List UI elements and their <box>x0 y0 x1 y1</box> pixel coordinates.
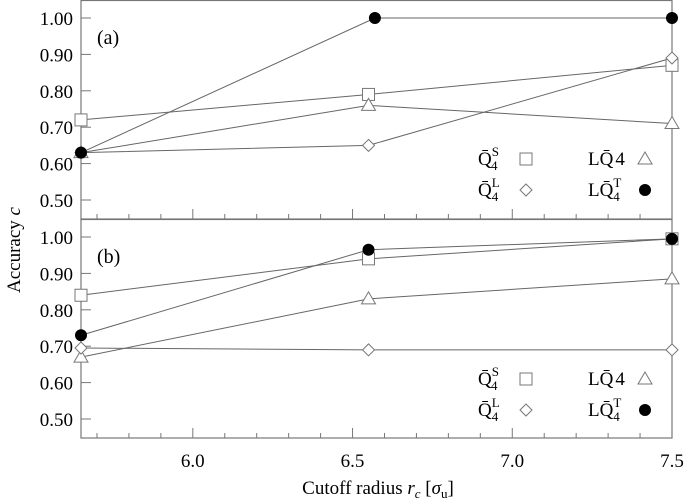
legend-marker-triangle-open <box>637 371 653 385</box>
data-point-square-open <box>74 288 88 302</box>
data-point-circle-filled <box>666 12 678 24</box>
data-point-triangle-open <box>664 270 680 285</box>
x-tick-label: 6.0 <box>181 451 205 472</box>
series-line <box>80 238 673 336</box>
series-line <box>80 347 672 351</box>
data-point-circle-filled <box>362 243 375 256</box>
plot-frame <box>80 218 673 439</box>
legend-marker-circle-filled <box>639 184 651 196</box>
x-tick-label: 7.0 <box>500 451 524 472</box>
data-point-circle-filled <box>75 329 87 342</box>
data-point-triangle-open <box>360 97 377 111</box>
y-tick-label: 0.60 <box>40 155 73 176</box>
legend: Q̄S 4 LQ̄ 4 Q̄L 4 LQ̄T 4 <box>478 144 653 204</box>
y-tick-label: 1.00 <box>40 228 73 249</box>
legend-label: LQ̄ 4 <box>588 369 625 390</box>
data-point-diamond-open <box>361 138 376 153</box>
x-tick-label: 7.5 <box>660 451 684 472</box>
data-point-circle-filled <box>666 232 678 245</box>
data-point-triangle-open <box>360 290 377 305</box>
legend-marker-triangle-open <box>637 151 653 165</box>
series-line <box>80 278 673 358</box>
y-tick-label: 0.80 <box>40 82 73 103</box>
y-axis-title: Accuracy c <box>4 206 25 293</box>
legend-label: LQ̄T 4 <box>588 395 621 424</box>
y-tick-label: 0.90 <box>40 264 73 285</box>
legend-marker-diamond-open <box>519 403 533 417</box>
y-tick-label: 1.00 <box>40 9 73 30</box>
legend-marker-circle-filled <box>639 404 651 416</box>
data-point-circle-filled <box>368 12 381 24</box>
legend-marker-square-open <box>519 372 533 386</box>
panel-a: 0.50 0.60 0.70 0.80 0.90 1.00 Q̄S 4 LQ̄ 4 Q̄L 4 LQ̄T… <box>40 0 680 220</box>
y-tick-label: 0.60 <box>40 374 73 395</box>
data-point-diamond-open <box>361 343 376 357</box>
legend-label: LQ̄T 4 <box>588 175 621 204</box>
data-point-diamond-open <box>665 51 679 65</box>
panel-a-label: (a) <box>97 27 119 49</box>
x-axis: 6.0 6.5 7.0 7.5 <box>181 451 684 472</box>
data-point-square-open <box>74 113 88 127</box>
legend-marker-diamond-open <box>519 183 533 197</box>
plot-frame <box>80 0 673 220</box>
y-tick-label: 0.70 <box>40 337 73 358</box>
y-tick-label: 0.50 <box>40 191 73 212</box>
legend-label: Q̄L 4 <box>478 175 500 204</box>
data-point-diamond-open <box>665 343 679 357</box>
series-line <box>80 17 672 154</box>
panel-b: 0.50 0.60 0.70 0.80 0.90 1.00 Q̄S 4 LQ̄ 4 Q̄L 4 LQ̄T… <box>40 218 680 439</box>
legend-label: Q̄S 4 <box>478 144 499 173</box>
legend-label: Q̄S 4 <box>478 364 499 393</box>
y-tick-label: 0.80 <box>40 301 73 322</box>
x-axis-title: Cutoff radius rc [σu] <box>302 478 454 501</box>
x-tick-label: 6.5 <box>341 451 365 472</box>
legend-label: LQ̄ 4 <box>588 149 625 170</box>
y-tick-label: 0.70 <box>40 118 73 139</box>
data-point-triangle-open <box>73 349 89 363</box>
y-tick-label: 0.50 <box>40 410 73 431</box>
legend-marker-square-open <box>519 152 533 166</box>
legend: Q̄S 4 LQ̄ 4 Q̄L 4 LQ̄T 4 <box>478 364 653 424</box>
data-point-triangle-open <box>664 115 680 130</box>
data-point-circle-filled <box>75 146 87 159</box>
y-tick-label: 0.90 <box>40 45 73 66</box>
data-point-diamond-open <box>74 341 88 355</box>
legend-label: Q̄L 4 <box>478 395 500 424</box>
series-line <box>80 238 673 296</box>
panel-b-label: (b) <box>97 246 120 268</box>
